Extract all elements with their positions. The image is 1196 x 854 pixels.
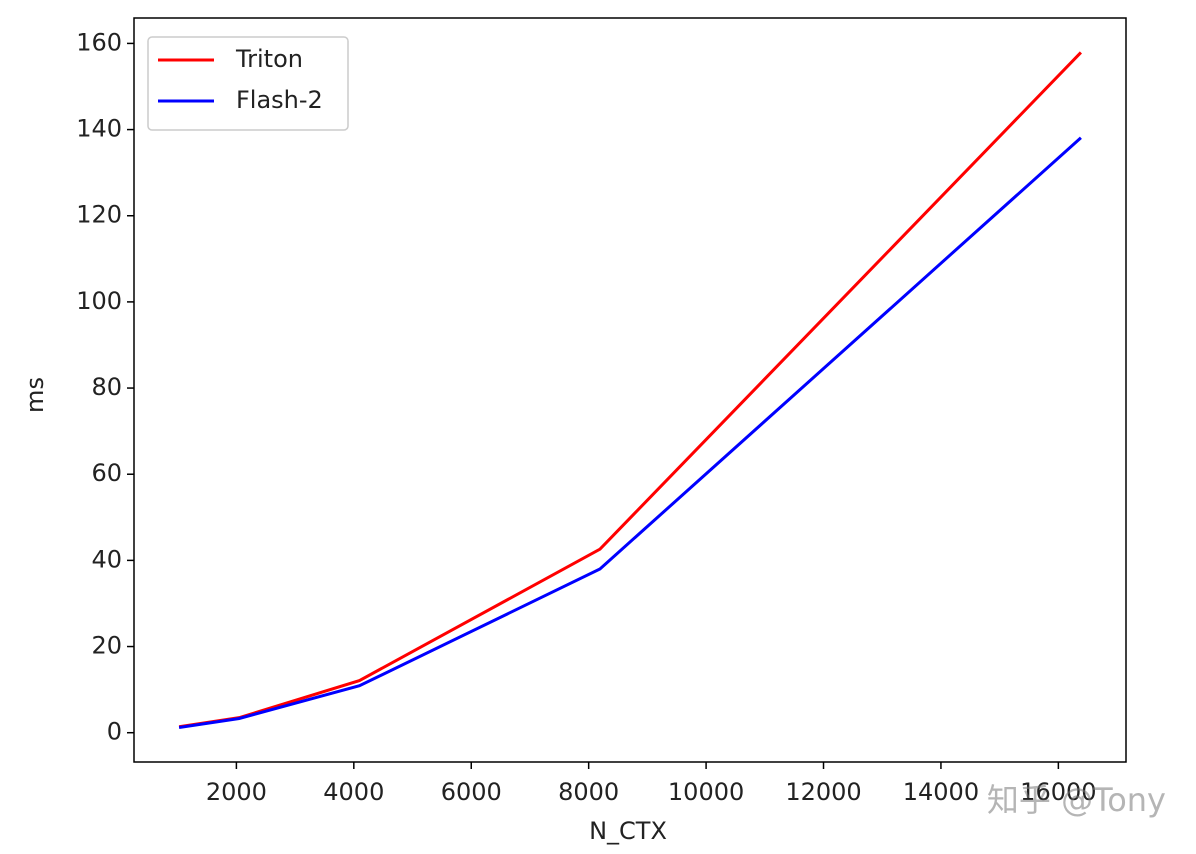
x-tick-label: 4000 <box>323 778 384 806</box>
x-axis-label: N_CTX <box>589 817 667 845</box>
y-tick-label: 0 <box>107 718 122 746</box>
x-tick-label: 14000 <box>903 778 979 806</box>
x-tick-label: 2000 <box>206 778 267 806</box>
legend-label: Triton <box>235 45 303 73</box>
y-tick-label: 20 <box>91 632 122 660</box>
x-tick-label: 6000 <box>441 778 502 806</box>
plot-frame <box>133 17 1127 763</box>
y-tick-label: 40 <box>91 545 122 573</box>
y-tick-label: 100 <box>76 287 122 315</box>
y-tick-label: 60 <box>91 459 122 487</box>
legend-label: Flash-2 <box>236 86 323 114</box>
y-tick-label: 120 <box>76 201 122 229</box>
x-tick-label: 10000 <box>668 778 744 806</box>
line-series <box>178 136 1082 730</box>
x-tick-label: 8000 <box>558 778 619 806</box>
y-tick-label: 160 <box>76 28 122 56</box>
line-series <box>178 51 1082 729</box>
x-tick-label: 16000 <box>1020 778 1096 806</box>
y-tick-label: 80 <box>91 373 122 401</box>
y-tick-label: 140 <box>76 115 122 143</box>
x-tick-label: 12000 <box>785 778 861 806</box>
watermark: 知乎 @Tony <box>987 781 1166 819</box>
y-axis-label: ms <box>21 377 49 413</box>
